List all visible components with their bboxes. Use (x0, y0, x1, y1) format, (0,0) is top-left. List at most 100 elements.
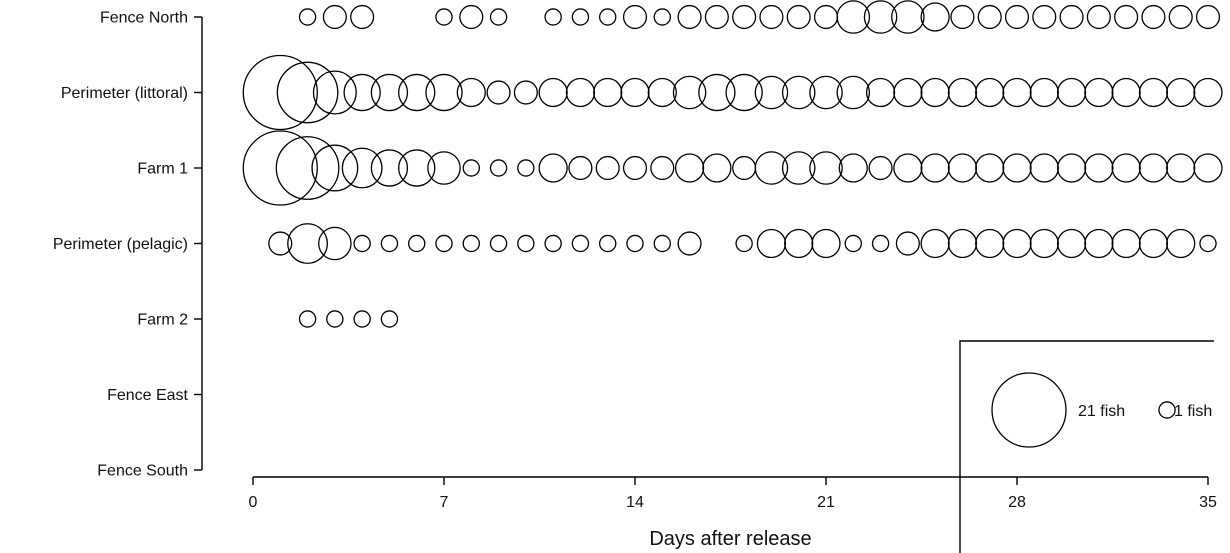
bubble-farm-1 (622, 155, 648, 181)
bubble-perimeter-pelagic (947, 228, 978, 259)
bubble-farm-1 (975, 153, 1005, 183)
bubble-fence-north (459, 4, 484, 30)
bubble-fence-north (786, 4, 811, 30)
legend-bubble-small (1158, 401, 1176, 419)
bubble-farm-1 (1166, 153, 1196, 183)
bubble-perimeter-pelagic (1002, 228, 1032, 259)
bubble-perimeter-pelagic (626, 234, 644, 253)
bubble-perimeter-pelagic (1056, 228, 1087, 259)
bubble-perimeter-littoral (809, 75, 843, 110)
bubble-farm-1 (1193, 153, 1223, 183)
bubble-farm-1 (1029, 153, 1059, 183)
bubble-perimeter-littoral (647, 77, 677, 108)
bubble-fence-north (1059, 4, 1084, 30)
bubble-farm-1 (427, 151, 461, 185)
bubble-perimeter-littoral (1002, 77, 1032, 108)
bubble-farm-1 (370, 149, 409, 187)
bubble-perimeter-littoral (836, 75, 871, 110)
bubble-farm-1 (398, 149, 436, 187)
bubble-perimeter-littoral (513, 80, 538, 105)
bubble-fence-north (1086, 4, 1111, 30)
bubble-fence-north (322, 4, 347, 30)
bubble-perimeter-pelagic (1166, 228, 1196, 259)
bubble-farm-1 (311, 144, 359, 192)
bubble-fence-north (732, 4, 757, 30)
bubble-perimeter-pelagic (1111, 228, 1141, 259)
bubble-perimeter-pelagic (735, 234, 753, 253)
bubble-farm-1 (1002, 153, 1032, 183)
bubble-perimeter-littoral (1029, 77, 1059, 108)
bubble-farm-1 (920, 153, 950, 183)
category-label-fence-east: Fence East (107, 387, 188, 404)
bubble-fence-north (759, 4, 784, 30)
bubble-perimeter-pelagic (1138, 228, 1169, 259)
bubble-perimeter-pelagic (268, 231, 293, 256)
bubble-perimeter-littoral (893, 77, 923, 108)
bubble-fence-north (704, 4, 729, 30)
bubble-fence-north (653, 8, 672, 26)
bubble-farm-2 (353, 310, 371, 328)
bubble-perimeter-littoral (538, 77, 568, 108)
legend-label-small: 1 fish (1174, 403, 1212, 420)
bubble-perimeter-pelagic (920, 228, 950, 259)
bubble-perimeter-pelagic (844, 234, 863, 253)
x-tick-label: 0 (249, 494, 258, 511)
bubble-perimeter-pelagic (407, 234, 426, 253)
category-label-fence-north: Fence North (100, 10, 188, 27)
bubble-fence-north (677, 4, 702, 30)
bubble-farm-1 (702, 153, 732, 183)
bubble-fence-north (1004, 4, 1030, 30)
bubble-farm-1 (809, 151, 843, 185)
bubble-perimeter-pelagic (318, 226, 352, 261)
bubble-perimeter-pelagic (544, 234, 562, 253)
bubble-fence-north (977, 4, 1002, 30)
bubble-perimeter-littoral (242, 54, 318, 131)
bubble-farm-1 (650, 155, 675, 181)
bubble-fence-north (863, 0, 898, 34)
bubble-farm-1 (595, 155, 620, 181)
bubble-perimeter-littoral (1056, 77, 1087, 108)
bubble-perimeter-littoral (1138, 77, 1169, 108)
bubble-perimeter-pelagic (1199, 234, 1217, 253)
bubble-fence-north (1168, 4, 1193, 30)
bubble-perimeter-pelagic (380, 234, 399, 253)
bubble-farm-2 (298, 310, 317, 328)
bubble-perimeter-pelagic (1084, 228, 1114, 259)
bubble-farm-1 (568, 155, 593, 181)
bubble-farm-1 (674, 153, 705, 183)
bubble-perimeter-pelagic (871, 234, 890, 253)
x-axis-title: Days after release (649, 528, 811, 550)
bubble-perimeter-pelagic (598, 234, 617, 253)
legend: 21 fish 1 fish (959, 340, 1214, 553)
x-axis: 0 7 14 21 28 35 (249, 476, 1217, 511)
bubble-perimeter-littoral (865, 77, 896, 108)
bubble-fence-north (571, 8, 590, 26)
bubble-fence-north (1114, 4, 1139, 30)
bubble-farm-1 (838, 153, 868, 183)
bubble-perimeter-littoral (425, 73, 463, 112)
bubble-perimeter-littoral (343, 73, 381, 112)
bubble-perimeter-littoral (312, 70, 357, 115)
bubble-perimeter-littoral (398, 73, 436, 112)
bubble-perimeter-littoral (620, 77, 650, 108)
category-axis: Fence North Perimeter (littoral) Farm 1 Per… (53, 10, 203, 480)
bubble-perimeter-pelagic (653, 234, 672, 253)
bubble-fence-north (489, 8, 508, 26)
bubble-fence-north (435, 8, 453, 26)
bubbles (242, 0, 1223, 328)
bubble-farm-1 (754, 151, 789, 185)
bubble-fence-north (350, 4, 375, 30)
x-tick-label: 14 (626, 494, 644, 511)
bubble-farm-2 (380, 310, 399, 328)
bubble-perimeter-pelagic (1029, 228, 1059, 259)
bubble-perimeter-littoral (672, 75, 707, 110)
bubble-perimeter-littoral (276, 61, 339, 124)
bubble-fence-north (1195, 4, 1221, 30)
bubble-perimeter-littoral (947, 77, 978, 108)
bubble-perimeter-littoral (781, 75, 816, 110)
bubble-fence-north (544, 8, 562, 26)
bubble-perimeter-littoral (565, 77, 596, 108)
bubble-fence-north (950, 4, 975, 30)
bubble-farm-1 (538, 153, 568, 183)
